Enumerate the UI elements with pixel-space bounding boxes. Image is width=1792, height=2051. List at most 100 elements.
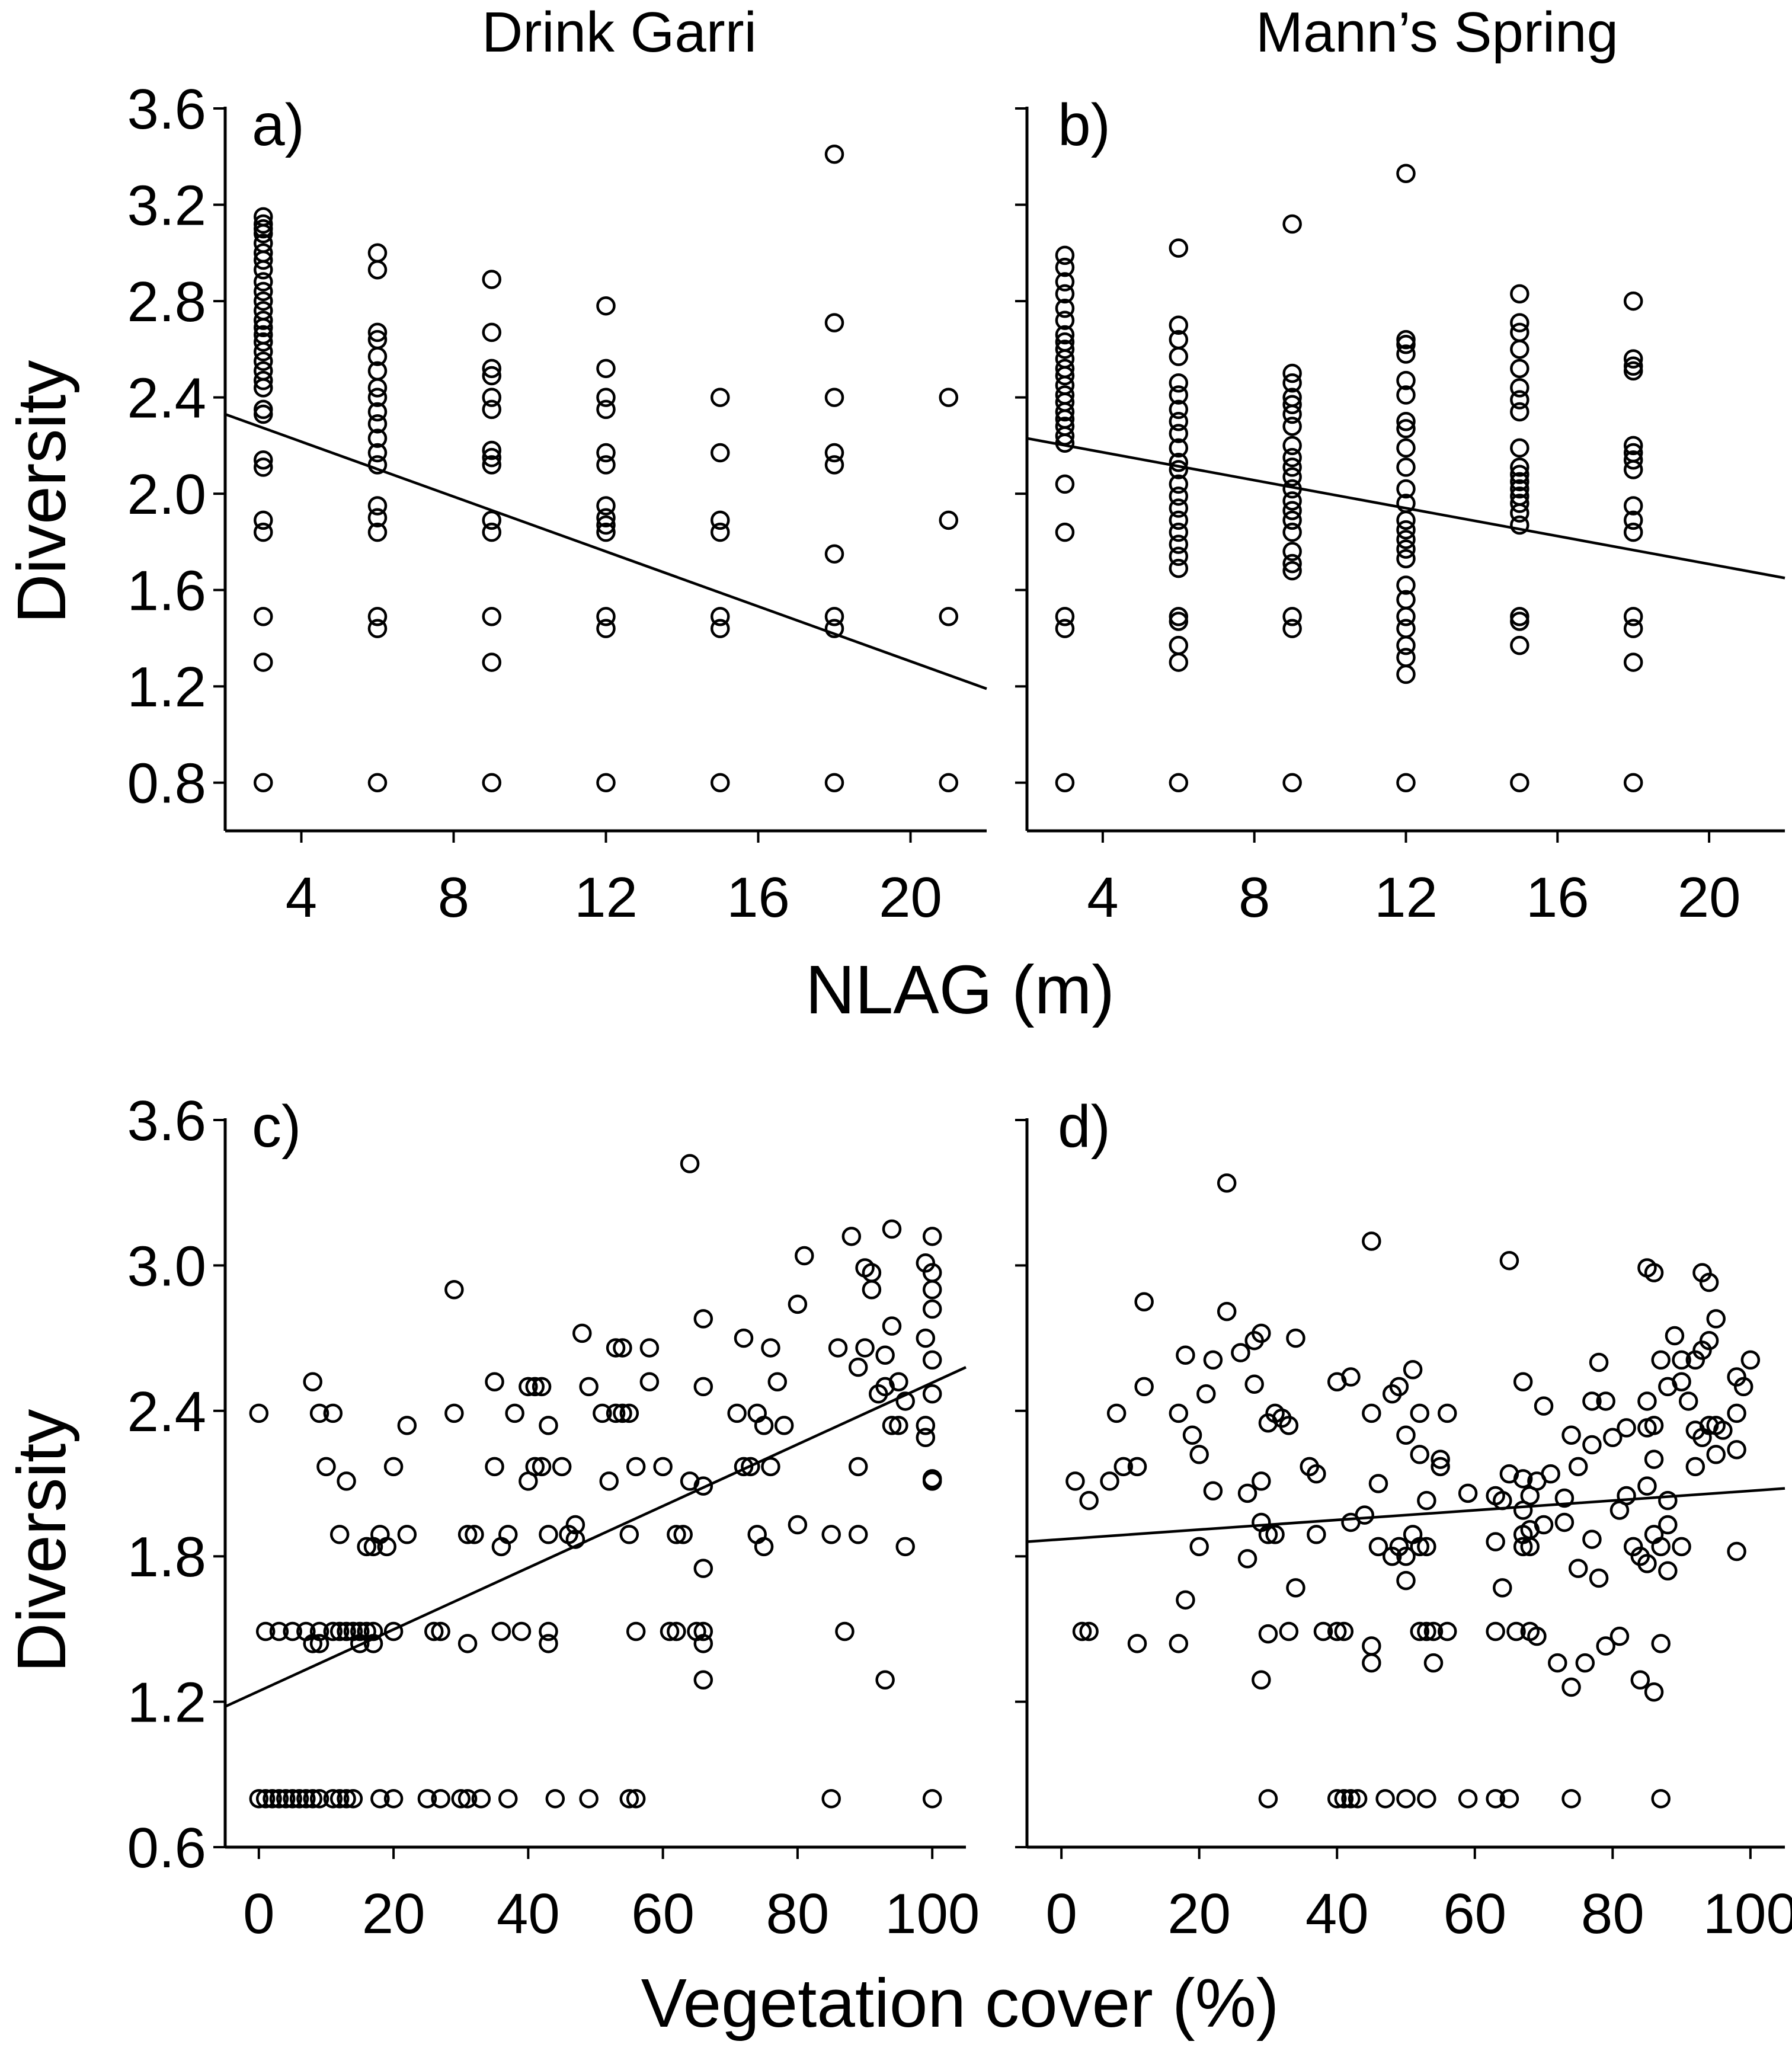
data-point (1438, 1403, 1457, 1423)
data-point (882, 1316, 902, 1336)
data-point (431, 1788, 450, 1809)
data-point (613, 1403, 632, 1423)
x-axis-title-vegetation-cover: Vegetation cover (%) (641, 1964, 1279, 2042)
data-point (498, 1525, 518, 1544)
data-point (1203, 1481, 1223, 1501)
data-point (1282, 373, 1302, 393)
data-point (367, 378, 388, 398)
data-point (505, 1403, 524, 1423)
data-point (1510, 378, 1529, 398)
data-point (309, 1634, 329, 1653)
data-point (922, 1471, 942, 1491)
data-point (525, 1457, 545, 1477)
data-point (1113, 1457, 1134, 1477)
data-point (1568, 1559, 1588, 1578)
data-point (1396, 539, 1416, 559)
data-point (482, 522, 501, 542)
data-point (511, 1621, 532, 1642)
data-point (1510, 340, 1529, 359)
data-point (1396, 520, 1416, 540)
x-tick-label: 0 (243, 1882, 274, 1946)
data-point (1672, 1537, 1691, 1557)
data-point (1244, 1374, 1264, 1394)
data-point (1644, 1416, 1664, 1435)
data-point (1396, 607, 1416, 626)
data-point (1396, 1546, 1416, 1566)
data-point (1510, 612, 1529, 631)
data-point (1486, 1621, 1505, 1642)
data-point (1637, 1476, 1657, 1496)
data-point (1554, 1512, 1575, 1532)
data-point (424, 1621, 444, 1642)
data-point (1334, 1621, 1354, 1642)
data-point (1623, 773, 1643, 792)
data-point (283, 1621, 302, 1642)
data-point (482, 399, 501, 420)
data-point (1169, 399, 1189, 420)
data-point (1541, 1464, 1560, 1484)
data-point (596, 388, 616, 407)
data-point (1510, 322, 1529, 343)
data-point (1685, 1457, 1705, 1477)
data-point (1513, 1469, 1533, 1489)
data-point (1368, 1474, 1388, 1493)
data-point (1055, 349, 1075, 369)
data-point (337, 1788, 356, 1809)
panel-a-nlag-drink-garri: a) 0.8 1.2 1.6 2.0 2.4 2.8 3.2 3.6 4 8 12 16 20 (127, 78, 987, 929)
data-point (1396, 344, 1416, 364)
y-tick-label: 3.2 (127, 174, 206, 238)
data-point (482, 388, 501, 407)
data-point (254, 404, 273, 424)
panel-c-vegetation-drink-garri: c) 0.6 1.2 1.8 2.4 3.0 3.6 0 20 40 60 80 100 (127, 1089, 980, 1946)
data-point (1127, 1634, 1147, 1653)
data-point (254, 301, 273, 321)
data-point (1651, 1634, 1671, 1653)
y-tick-label: 0.8 (127, 752, 206, 815)
data-point (525, 1377, 545, 1397)
data-point (482, 440, 501, 460)
y-tick-label: 0.6 (127, 1816, 206, 1880)
data-point (1100, 1471, 1119, 1491)
x-tick-label: 20 (1167, 1882, 1231, 1946)
data-point (1279, 1416, 1299, 1435)
data-point (1637, 1391, 1657, 1411)
regression-line (1026, 437, 1785, 580)
data-point (795, 1246, 814, 1266)
data-point (1623, 607, 1643, 626)
data-point (367, 455, 388, 475)
data-point (367, 773, 388, 792)
data-point (895, 1391, 915, 1411)
data-point (1282, 607, 1302, 626)
data-point (491, 1621, 511, 1642)
y-tick-label: 3.6 (127, 1089, 206, 1153)
data-point (254, 607, 273, 626)
data-point (482, 773, 501, 792)
data-point (1410, 1621, 1430, 1642)
data-point (1189, 1537, 1209, 1557)
data-point (1169, 498, 1189, 518)
data-point (1510, 479, 1529, 499)
data-point (254, 291, 273, 311)
data-point (1596, 1636, 1615, 1656)
data-point (1623, 450, 1643, 470)
data-point (1568, 1457, 1588, 1477)
data-point (1582, 1530, 1602, 1549)
data-point (1055, 433, 1075, 453)
data-point (417, 1788, 437, 1809)
data-point (367, 443, 388, 463)
data-point (835, 1621, 855, 1642)
data-point (363, 1621, 383, 1642)
data-point (1410, 1445, 1430, 1464)
data-point (1672, 1372, 1691, 1391)
x-tick-label: 100 (1703, 1882, 1792, 1946)
data-point (1396, 530, 1416, 549)
data-point (1561, 1425, 1581, 1445)
data-point (1486, 1532, 1505, 1551)
data-point (1458, 1788, 1478, 1809)
data-point (596, 443, 616, 463)
data-point (1706, 1309, 1726, 1329)
data-point (1169, 612, 1189, 631)
data-point (579, 1377, 599, 1397)
data-point (754, 1416, 774, 1435)
data-point (1617, 1418, 1636, 1438)
